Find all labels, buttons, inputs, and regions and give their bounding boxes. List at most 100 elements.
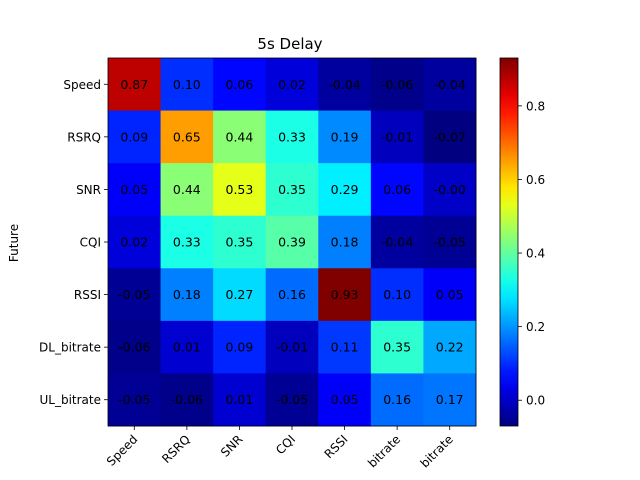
cell-value-label: 0.10 bbox=[173, 77, 201, 92]
cell-value-label: -0.05 bbox=[118, 287, 150, 302]
cell-value-label: 0.11 bbox=[331, 340, 359, 355]
cell-value-label: 0.02 bbox=[278, 77, 306, 92]
x-tick-labels: Speed RSRQ SNR CQI RSSI bitrate bitrate bbox=[104, 426, 456, 470]
heatmap-cell bbox=[423, 163, 477, 217]
cell-value-label: 0.06 bbox=[383, 182, 411, 197]
heatmap-cell bbox=[318, 110, 372, 164]
cell-value-label: 0.06 bbox=[226, 77, 254, 92]
cell-value-label: 0.35 bbox=[226, 235, 254, 250]
heatmap-cell bbox=[108, 58, 161, 111]
cell-value-label: 0.02 bbox=[120, 235, 148, 250]
cell-value-label: 0.33 bbox=[173, 235, 201, 250]
heatmap-cell bbox=[160, 373, 214, 427]
cell-value-label: 0.22 bbox=[436, 340, 464, 355]
x-tick-label: RSSI bbox=[322, 432, 351, 461]
heatmap-cell bbox=[160, 268, 214, 322]
heatmap-cell bbox=[108, 373, 161, 427]
colorbar-tick-label: 0.0 bbox=[526, 394, 545, 408]
heatmap-cell bbox=[160, 163, 214, 217]
heatmap-cell bbox=[265, 163, 319, 217]
cell-value-label: -0.05 bbox=[276, 392, 308, 407]
cell-value-label: 0.87 bbox=[120, 77, 148, 92]
heatmap-cell bbox=[423, 110, 477, 164]
y-tick-label: RSSI bbox=[74, 288, 101, 302]
cell-value-label: 0.05 bbox=[120, 182, 148, 197]
heatmap-cell bbox=[370, 373, 424, 427]
cell-value-label: 0.33 bbox=[278, 129, 306, 144]
y-tick-label: RSRQ bbox=[67, 130, 101, 144]
cell-value-label: 0.18 bbox=[331, 235, 359, 250]
cell-value-label: 0.16 bbox=[278, 287, 306, 302]
heatmap-cell bbox=[370, 268, 424, 322]
cell-value-label: -0.01 bbox=[276, 340, 308, 355]
y-tick-label: CQI bbox=[80, 236, 101, 250]
x-tick-label: CQI bbox=[273, 432, 298, 457]
cell-value-label: 0.35 bbox=[383, 340, 411, 355]
heatmap-cell bbox=[423, 373, 477, 427]
cell-value-label: 0.65 bbox=[173, 129, 201, 144]
heatmap-cell bbox=[265, 110, 319, 164]
colorbar-gradient bbox=[499, 57, 519, 427]
heatmap-cell bbox=[318, 58, 372, 111]
plot-frame bbox=[107, 57, 477, 427]
heatmap-cells: 0.87 0.10 0.06 0.02 -0.04 -0.06 -0.04 0.09 0.65 0… bbox=[108, 58, 477, 427]
cell-value-label: -0.01 bbox=[381, 129, 413, 144]
heatmap-cell bbox=[265, 215, 319, 269]
cell-value-label: 0.44 bbox=[226, 129, 254, 144]
y-tick-label: UL_bitrate bbox=[40, 393, 102, 407]
cell-value-label: 0.29 bbox=[331, 182, 359, 197]
cell-value-label: 0.09 bbox=[120, 129, 148, 144]
heatmap-cell bbox=[108, 110, 161, 164]
heatmap-cell bbox=[160, 110, 214, 164]
heatmap-cell bbox=[213, 58, 267, 111]
heatmap-cell bbox=[108, 163, 161, 217]
cell-value-label: 0.27 bbox=[226, 287, 254, 302]
x-tick-label: RSRQ bbox=[159, 432, 193, 466]
heatmap-cell bbox=[423, 58, 477, 111]
heatmap-cell bbox=[160, 58, 214, 111]
cell-value-label: 0.18 bbox=[173, 287, 201, 302]
heatmap-cell bbox=[318, 268, 372, 322]
heatmap-cell bbox=[108, 268, 161, 322]
cell-value-label: -0.06 bbox=[381, 77, 413, 92]
heatmap-cell bbox=[423, 268, 477, 322]
heatmap-cell bbox=[108, 215, 161, 269]
heatmap-cell bbox=[370, 163, 424, 217]
heatmap-cell bbox=[370, 320, 424, 374]
cell-value-label: 0.16 bbox=[383, 392, 411, 407]
heatmap-cell bbox=[213, 110, 267, 164]
cell-value-label: -0.06 bbox=[171, 392, 203, 407]
heatmap-cell bbox=[318, 373, 372, 427]
y-tick-label: DL_bitrate bbox=[39, 341, 101, 355]
heatmap-cell bbox=[160, 215, 214, 269]
cell-value-label: 0.53 bbox=[226, 182, 254, 197]
cell-value-label: -0.04 bbox=[328, 77, 360, 92]
y-tick-labels: Speed RSRQ SNR CQI RSSI DL_bitrate UL_bitrate bbox=[39, 78, 108, 407]
heatmap-cell bbox=[318, 215, 372, 269]
cell-value-label: -0.04 bbox=[434, 77, 466, 92]
cell-value-label: -0.00 bbox=[434, 182, 466, 197]
heatmap-cell bbox=[370, 110, 424, 164]
heatmap-cell bbox=[213, 373, 267, 427]
heatmap-cell bbox=[108, 320, 161, 374]
colorbar-tick-label: 0.6 bbox=[526, 173, 545, 187]
x-tick-label: bitrate bbox=[365, 432, 403, 470]
y-tick-label: SNR bbox=[76, 183, 101, 197]
heatmap-cell bbox=[160, 320, 214, 374]
colorbar: 0.0 0.2 0.4 0.6 0.8 bbox=[499, 57, 545, 427]
colorbar-tick-label: 0.2 bbox=[526, 320, 545, 334]
cell-value-label: 0.19 bbox=[331, 129, 359, 144]
x-tick-label: bitrate bbox=[418, 432, 456, 470]
chart-title: 5s Delay bbox=[257, 35, 322, 53]
cell-value-label: 0.10 bbox=[383, 287, 411, 302]
cell-value-label: 0.39 bbox=[278, 235, 306, 250]
y-tick-label: Speed bbox=[63, 78, 101, 92]
heatmap-cell bbox=[265, 58, 319, 111]
colorbar-tick-label: 0.8 bbox=[526, 99, 545, 113]
y-axis-label: Future bbox=[7, 224, 21, 262]
heatmap-cell bbox=[370, 215, 424, 269]
cell-value-label: -0.06 bbox=[118, 340, 150, 355]
heatmap-cell bbox=[423, 215, 477, 269]
heatmap-cell bbox=[213, 268, 267, 322]
